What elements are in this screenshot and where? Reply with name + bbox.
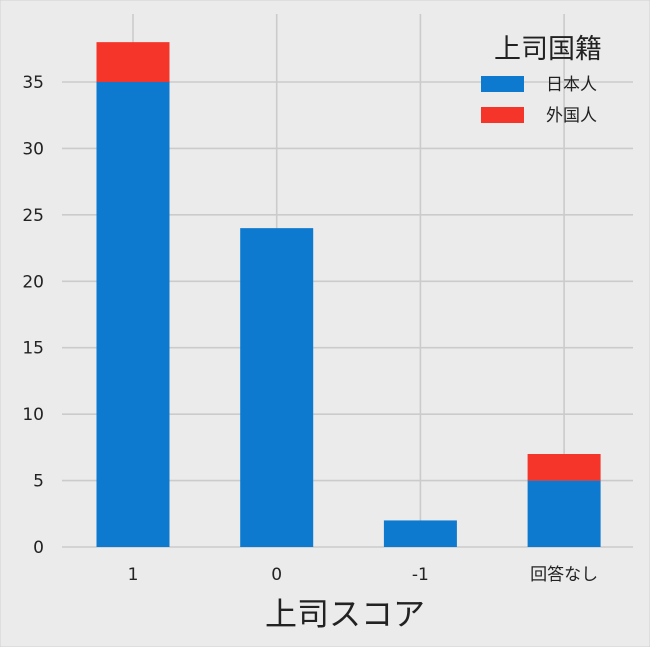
- y-tick-label: 0: [33, 538, 44, 558]
- x-axis-label: 上司スコア: [265, 595, 425, 633]
- y-tick-label: 35: [22, 73, 44, 93]
- y-tick-label: 5: [33, 472, 44, 492]
- bar-segment-series-0-category-2: [383, 520, 457, 547]
- legend-label: 日本人: [546, 75, 597, 95]
- y-tick-label: 10: [22, 405, 44, 425]
- legend-swatch: [481, 76, 524, 92]
- y-tick-label: 20: [22, 272, 44, 292]
- x-tick-label: 0: [271, 565, 282, 585]
- bar-segment-series-1-category-3: [527, 454, 601, 481]
- y-axis-ticks: 0 5 10 15 20 25 30 35: [22, 73, 44, 558]
- bar-segment-series-0-category-0: [96, 82, 170, 547]
- bar-segment-series-1-category-0: [96, 42, 170, 82]
- legend-swatch: [481, 107, 524, 123]
- x-tick-label: 1: [128, 565, 139, 585]
- legend-title: 上司国籍: [494, 34, 602, 65]
- y-tick-label: 25: [22, 206, 44, 226]
- bar-segment-series-0-category-3: [527, 480, 601, 547]
- legend-label: 外国人: [546, 106, 597, 126]
- y-tick-label: 30: [22, 139, 44, 159]
- x-tick-label: 回答なし: [530, 565, 598, 585]
- x-tick-label: -1: [412, 565, 429, 585]
- bars: [96, 42, 601, 547]
- y-tick-label: 15: [22, 339, 44, 359]
- bar-segment-series-0-category-1: [240, 228, 314, 547]
- x-axis-ticks: 1 0 -1 回答なし: [128, 565, 599, 585]
